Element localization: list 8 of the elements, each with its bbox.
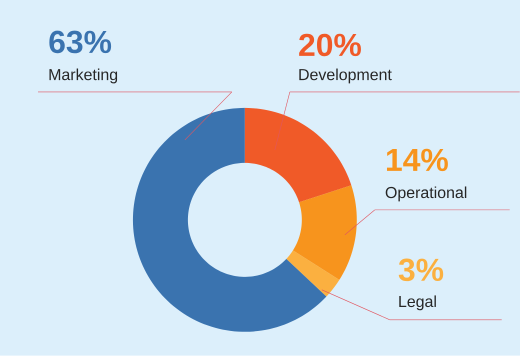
slice-label: Legal — [399, 296, 436, 310]
slice-label: Development — [299, 68, 392, 84]
data-label: 20% — [299, 34, 361, 56]
data-label: 14% — [386, 148, 448, 172]
data-label: 3% — [398, 258, 444, 282]
data-label: 63% — [49, 30, 112, 54]
slice-label: Marketing — [49, 68, 118, 84]
slice-label: Operational — [386, 186, 466, 202]
